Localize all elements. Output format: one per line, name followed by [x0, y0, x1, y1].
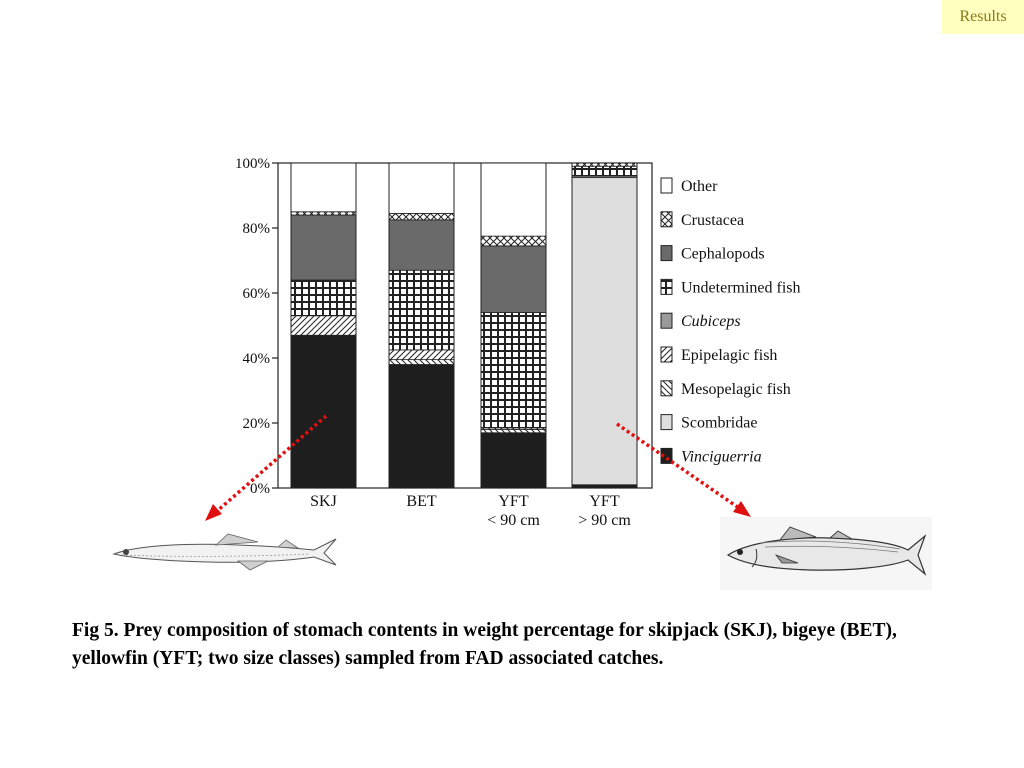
- legend-label-epipelagic-fish: Epipelagic fish: [681, 347, 777, 364]
- bar-segment-undetermined-fish: [480, 312, 547, 429]
- legend-swatch-crustacea: [660, 211, 673, 228]
- legend-label-crustacea: Crustacea: [681, 212, 744, 229]
- y-tick-label: 20%: [243, 416, 271, 432]
- bar-segment-other: [480, 162, 547, 237]
- legend-label-other: Other: [681, 178, 718, 195]
- bars: [290, 162, 638, 489]
- bar-segment-cephalopods: [290, 214, 357, 281]
- arrow-right: [616, 422, 751, 517]
- bar-segment-scombridae: [571, 177, 638, 486]
- legend-swatch-cubiceps: [660, 312, 673, 329]
- legend-label-scombridae: Scombridae: [681, 415, 757, 432]
- bar-segment-vinciguerria: [480, 432, 547, 489]
- legend-swatch-epipelagic-fish: [660, 346, 673, 363]
- x-tick-label: > 90 cm: [578, 512, 631, 529]
- arrow-left: [205, 414, 328, 521]
- bar-outline: [388, 162, 455, 489]
- legend-label-mesopelagic-fish: Mesopelagic fish: [681, 381, 791, 398]
- bar-segment-cephalopods: [480, 245, 547, 313]
- y-tick-label: 100%: [235, 156, 270, 172]
- y-tick-label: 60%: [243, 286, 271, 302]
- bar-outline: [571, 162, 638, 489]
- y-tick-label: 0%: [250, 481, 270, 497]
- bar-segment-mesopelagic-fish: [480, 429, 547, 434]
- legend-label-cubiceps: Cubiceps: [681, 313, 741, 330]
- section-badge: Results: [942, 0, 1024, 34]
- scombrid-fish-illustration: [720, 517, 932, 590]
- x-tick-label: YFT: [498, 493, 528, 510]
- bar-segment-vinciguerria: [388, 364, 455, 489]
- legend-swatch-other: [660, 177, 673, 194]
- y-tick-label: 40%: [243, 351, 271, 367]
- bar-segment-crustacea: [290, 211, 357, 216]
- bar-segment-cephalopods: [388, 219, 455, 271]
- y-axis: 0% 20% 40% 60% 80% 100%: [235, 156, 653, 497]
- bar-segment-other: [290, 162, 357, 213]
- legend: Other Crustacea Cephalopods Undetermined fi…: [660, 177, 801, 465]
- x-axis-labels: SKJ BET YFT < 90 cm YFT > 90 cm: [310, 493, 631, 529]
- figure-caption: Fig 5. Prey composition of stomach conte…: [72, 620, 897, 669]
- legend-swatch-undetermined-fish: [660, 278, 673, 295]
- y-tick-label: 80%: [243, 221, 271, 237]
- legend-swatch-mesopelagic-fish: [660, 380, 673, 397]
- bar-segment-vinciguerria: [290, 334, 357, 489]
- x-tick-label: SKJ: [310, 493, 337, 510]
- bar-segment-undetermined-fish: [571, 165, 638, 177]
- bar-outline: [480, 162, 547, 489]
- x-tick-label: YFT: [589, 493, 619, 510]
- bar-segment-epipelagic-fish: [388, 349, 455, 361]
- stacked-bar-chart: 0% 20% 40% 60% 80% 100% SKJ BET YFT < 90 cm YFT > …: [205, 156, 801, 529]
- legend-label-cephalopods: Cephalopods: [681, 246, 765, 263]
- bar-segment-other: [388, 162, 455, 214]
- vinciguerria-fish-illustration: [112, 533, 337, 571]
- legend-label-undetermined-fish: Undetermined fish: [681, 279, 801, 296]
- bar-segment-crustacea: [388, 212, 455, 221]
- bar-segment-undetermined-fish: [388, 269, 455, 351]
- legend-label-vinciguerria: Vinciguerria: [681, 448, 762, 465]
- bar-segment-mesopelagic-fish: [388, 359, 455, 365]
- bar-outline: [290, 162, 357, 489]
- x-tick-label: BET: [406, 493, 436, 510]
- bar-segment-undetermined-fish: [290, 279, 357, 317]
- bar-segment-epipelagic-fish: [290, 315, 357, 336]
- legend-swatch-cephalopods: [660, 245, 673, 262]
- bar-segment-crustacea: [480, 235, 547, 247]
- legend-swatch-scombridae: [660, 414, 673, 431]
- x-tick-label: < 90 cm: [487, 512, 540, 529]
